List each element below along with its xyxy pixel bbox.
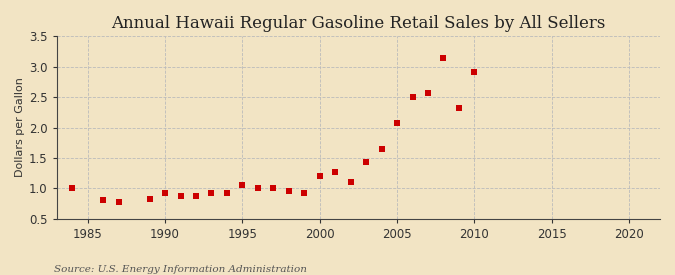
Title: Annual Hawaii Regular Gasoline Retail Sales by All Sellers: Annual Hawaii Regular Gasoline Retail Sa… — [111, 15, 605, 32]
Point — [330, 170, 341, 174]
Point — [221, 190, 232, 195]
Point — [206, 191, 217, 196]
Point — [144, 197, 155, 202]
Point — [67, 186, 78, 191]
Point — [284, 189, 294, 194]
Point — [315, 174, 325, 178]
Point — [469, 70, 480, 75]
Point — [407, 95, 418, 99]
Point — [454, 106, 464, 110]
Point — [392, 120, 402, 125]
Point — [360, 160, 371, 164]
Point — [438, 55, 449, 60]
Point — [252, 186, 263, 191]
Text: Source: U.S. Energy Information Administration: Source: U.S. Energy Information Administ… — [54, 265, 307, 274]
Point — [268, 186, 279, 191]
Point — [376, 147, 387, 151]
Point — [190, 194, 201, 199]
Point — [113, 199, 124, 204]
Point — [237, 183, 248, 188]
Y-axis label: Dollars per Gallon: Dollars per Gallon — [15, 78, 25, 177]
Point — [423, 91, 433, 95]
Point — [346, 180, 356, 185]
Point — [299, 191, 310, 196]
Point — [98, 198, 109, 202]
Point — [175, 193, 186, 198]
Point — [160, 191, 171, 196]
